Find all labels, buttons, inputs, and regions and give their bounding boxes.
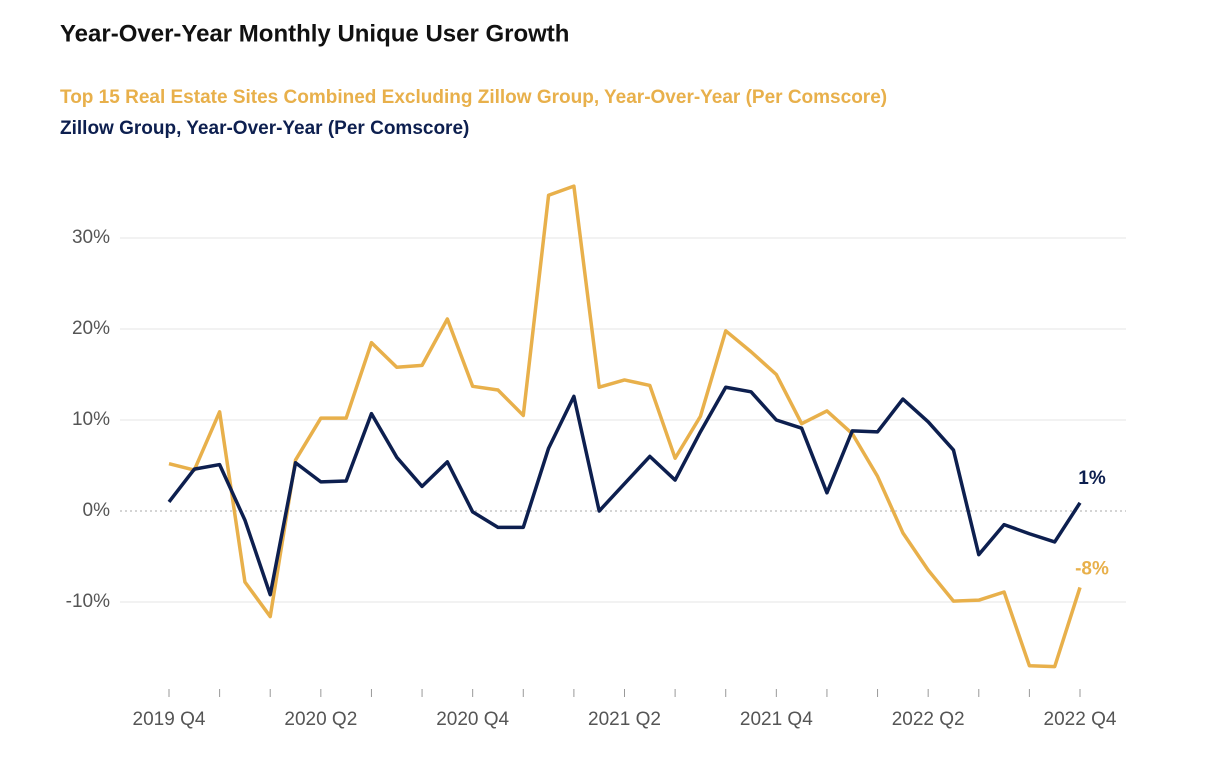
y-tick-label: 0%: [83, 500, 111, 521]
y-tick-label: -10%: [66, 591, 110, 612]
end-label: 1%: [1078, 468, 1106, 489]
x-tick-label: 2020 Q4: [436, 709, 509, 730]
legend-entry: Top 15 Real Estate Sites Combined Exclud…: [60, 87, 887, 108]
x-tick-label: 2021 Q2: [588, 709, 661, 730]
series-line: [167, 385, 1082, 597]
x-tick-label: 2021 Q4: [740, 709, 813, 730]
y-tick-label: 10%: [72, 409, 110, 430]
x-tick-label: 2019 Q4: [133, 709, 206, 730]
chart-title: Year-Over-Year Monthly Unique User Growt…: [60, 20, 569, 47]
x-tick-label: 2020 Q2: [284, 709, 357, 730]
y-tick-label: 20%: [72, 318, 110, 339]
legend-entry: Zillow Group, Year-Over-Year (Per Comsco…: [60, 118, 469, 139]
end-label: -8%: [1075, 558, 1109, 579]
series-line: [168, 184, 1082, 669]
y-tick-label: 30%: [72, 227, 110, 248]
x-tick-label: 2022 Q2: [892, 709, 965, 730]
x-tick-label: 2022 Q4: [1044, 709, 1117, 730]
